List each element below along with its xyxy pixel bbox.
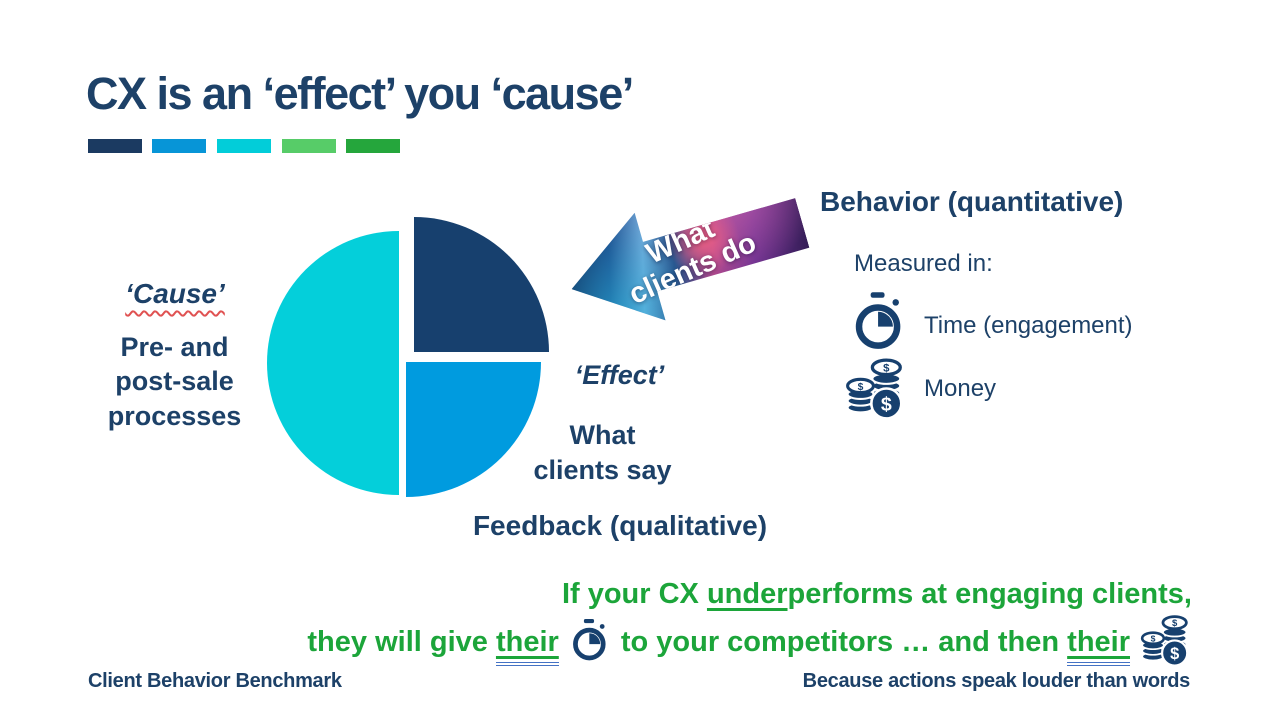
accent-bar xyxy=(88,139,142,153)
accent-bar xyxy=(346,139,400,153)
footer-right-text: Because actions speak louder than words xyxy=(802,670,1191,692)
what-clients-do-arrow-image: What clients do xyxy=(556,169,818,343)
their-underlined: their xyxy=(495,625,559,666)
effect-caption: What clients say xyxy=(533,420,672,486)
accent-bar xyxy=(152,139,206,153)
pie-slice-what-clients-say xyxy=(406,362,541,497)
money-coins-icon xyxy=(845,356,907,420)
cause-caption: Pre- and post-sale processes xyxy=(107,332,242,431)
money-coins-icon xyxy=(1140,613,1192,667)
green-note-line1: If your CX underperforms at engaging cli… xyxy=(561,578,1192,610)
their-underlined: their xyxy=(1067,625,1130,666)
cause-label: ‘Cause’ xyxy=(125,278,225,309)
pie-chart xyxy=(267,217,549,497)
page-title: CX is an ‘effect’ you ‘cause’ xyxy=(86,68,634,119)
pie-slice-cause xyxy=(267,231,399,495)
footer-left-text: Client Behavior Benchmark xyxy=(88,670,342,692)
feedback-caption: Feedback (qualitative) xyxy=(472,510,768,541)
behavior-heading: Behavior (quantitative) xyxy=(820,186,1124,217)
accent-bar xyxy=(282,139,336,153)
underlined-word: under xyxy=(706,578,788,610)
arrow-label: What clients do xyxy=(624,212,762,311)
measured-in-label: Measured in: xyxy=(854,250,993,277)
pie-slice-what-clients-do xyxy=(414,217,549,352)
time-label: Time (engagement) xyxy=(924,312,1133,339)
stopwatch-icon xyxy=(853,292,905,350)
accent-bar xyxy=(217,139,271,153)
title-accent-bars xyxy=(88,139,400,153)
effect-label: ‘Effect’ xyxy=(574,360,665,390)
green-note-line2: they will give their to your competitors… xyxy=(92,613,1192,667)
money-label: Money xyxy=(924,375,997,402)
green-note: If your CX underperforms at engaging cli… xyxy=(92,576,1192,667)
stopwatch-icon xyxy=(571,619,609,661)
